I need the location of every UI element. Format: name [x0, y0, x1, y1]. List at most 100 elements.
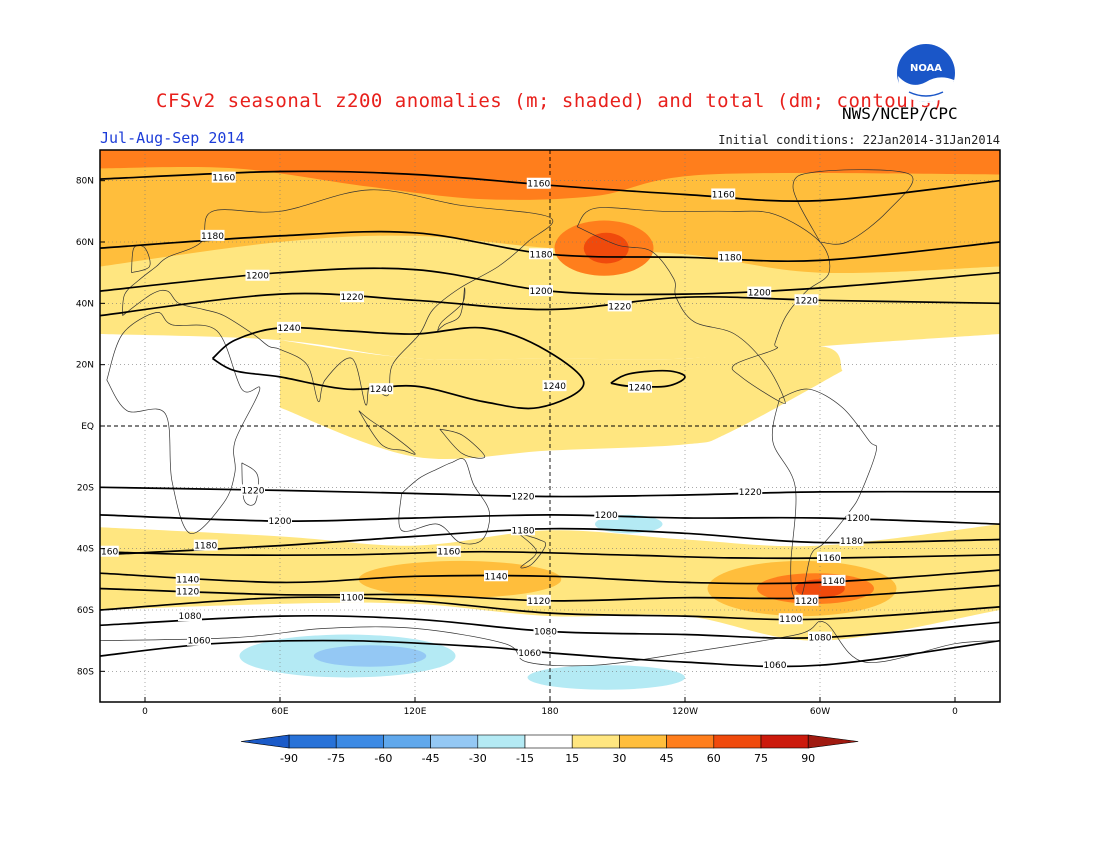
colorbar-swatch — [430, 734, 479, 749]
contour-label: 1220 — [242, 486, 265, 496]
contour-1180 — [100, 230, 1000, 263]
contour-label-box — [200, 229, 225, 241]
colorbar-swatch — [571, 734, 620, 749]
contour-label: 1220 — [795, 296, 818, 306]
contour-1180 — [100, 527, 1000, 556]
contour-label: 1120 — [176, 588, 199, 598]
map-title: CFSv2 seasonal z200 anomalies (m; shaded… — [156, 90, 944, 112]
contour-label: 1220 — [608, 302, 631, 312]
contour-label: 1240 — [370, 385, 393, 395]
colorbar-high-arrow — [807, 734, 859, 749]
lat-tick-label: 20S — [77, 483, 94, 493]
contour-label: 1080 — [809, 634, 832, 644]
lat-lon-grid — [100, 150, 1000, 702]
lat-tick-label: 20N — [76, 361, 94, 371]
shade-region-8 — [757, 573, 874, 604]
lon-tick-label: 120W — [672, 707, 698, 717]
contour-label: 1140 — [176, 575, 199, 585]
contour-label-box — [738, 485, 763, 497]
contour-label-box — [821, 574, 846, 586]
lat-tick-label: 40N — [76, 299, 94, 309]
contour-label: 1220 — [341, 293, 364, 303]
contour-label: 1140 — [485, 572, 508, 582]
coastline-1 — [122, 189, 553, 406]
contour-label: 1240 — [543, 382, 566, 392]
colorbar-swatch — [713, 734, 762, 749]
coastline-5 — [792, 169, 914, 245]
contour-label: 1080 — [534, 627, 557, 637]
colorbar-tick-label: -90 — [280, 752, 298, 765]
contour-1240 — [211, 326, 585, 410]
contour-label-box — [436, 545, 461, 557]
contour-label-box — [607, 300, 632, 312]
shade-region-12 — [527, 665, 685, 690]
shade-region-2 — [100, 524, 1000, 641]
shade-region-5 — [707, 560, 897, 617]
coastline-8 — [518, 532, 547, 569]
shade-region-0 — [100, 150, 1000, 360]
contour-label-box — [718, 251, 742, 263]
colorbar-tick-label: 90 — [801, 752, 815, 765]
contour-label: 1160 — [212, 174, 235, 184]
contour-1220 — [100, 486, 1000, 498]
contour-label-box — [484, 570, 508, 582]
colorbar-swatch — [760, 734, 809, 749]
contour-label-box — [542, 380, 567, 392]
height-contours: 1160 1160 1160 1180 1180 1180 1200 1200 1200 1220… — [100, 170, 1000, 671]
contour-label: 1180 — [512, 526, 535, 536]
contour-label: 1180 — [719, 253, 742, 263]
contour-1140 — [100, 569, 1000, 585]
contour-label-box — [747, 286, 772, 298]
colorbar-tick-label: -60 — [374, 752, 392, 765]
colorbar-swatch — [666, 734, 715, 749]
lon-tick-label: 60W — [810, 707, 830, 717]
contour-label-box — [778, 613, 803, 625]
contour-label-box — [517, 646, 542, 658]
contour-1100 — [100, 596, 1000, 621]
contour-label-box — [846, 512, 871, 523]
contour-label-box — [794, 594, 819, 606]
colorbar-tick-label: -45 — [422, 752, 440, 765]
svg-text:NOAA: NOAA — [910, 63, 942, 74]
contour-label-box — [526, 594, 551, 606]
contour-label-box — [340, 591, 364, 603]
shade-region-13 — [595, 514, 663, 534]
contour-1060 — [100, 639, 1000, 668]
contour-label: 1140 — [822, 577, 845, 587]
contour-label-box — [794, 294, 819, 306]
colorbar-tick-label: -30 — [469, 752, 487, 765]
contour-label: 1200 — [847, 514, 870, 524]
shade-region-10 — [795, 579, 845, 598]
contour-label: 1200 — [530, 287, 553, 297]
forecast-period: Jul-Aug-Sep 2014 — [100, 129, 245, 147]
shade-region-3 — [100, 150, 1000, 274]
anomaly-shading — [100, 150, 1000, 690]
noaa-logo-icon: NOAA — [896, 43, 956, 103]
contour-label-box — [839, 535, 864, 546]
contour-label: 1060 — [764, 661, 787, 671]
initial-conditions: Initial conditions: 22Jan2014-31Jan2014 — [718, 133, 1000, 147]
shade-region-7 — [554, 220, 654, 276]
shade-region-4 — [358, 560, 562, 598]
colorbar-swatch — [524, 734, 573, 749]
contour-label-box — [369, 383, 394, 395]
contour-label-box — [526, 177, 551, 189]
contour-label-box — [193, 539, 218, 551]
contour-1200 — [100, 267, 1000, 296]
contour-label: 1200 — [748, 289, 771, 299]
contour-label: 1240 — [278, 324, 301, 334]
contour-label-box — [817, 551, 841, 563]
coastline-3 — [576, 207, 831, 405]
contour-1200 — [100, 514, 1000, 525]
contour-label-box — [711, 188, 736, 200]
colorbar-tick-label: 45 — [660, 752, 674, 765]
coastline-12 — [241, 462, 259, 506]
map-background — [100, 150, 1000, 702]
contour-label: 1160 — [527, 180, 550, 190]
contour-label: 1220 — [512, 493, 535, 503]
contour-label-box — [628, 381, 652, 393]
shade-region-9 — [583, 232, 629, 264]
contour-label-box — [763, 659, 787, 671]
coastline-0 — [106, 312, 261, 534]
